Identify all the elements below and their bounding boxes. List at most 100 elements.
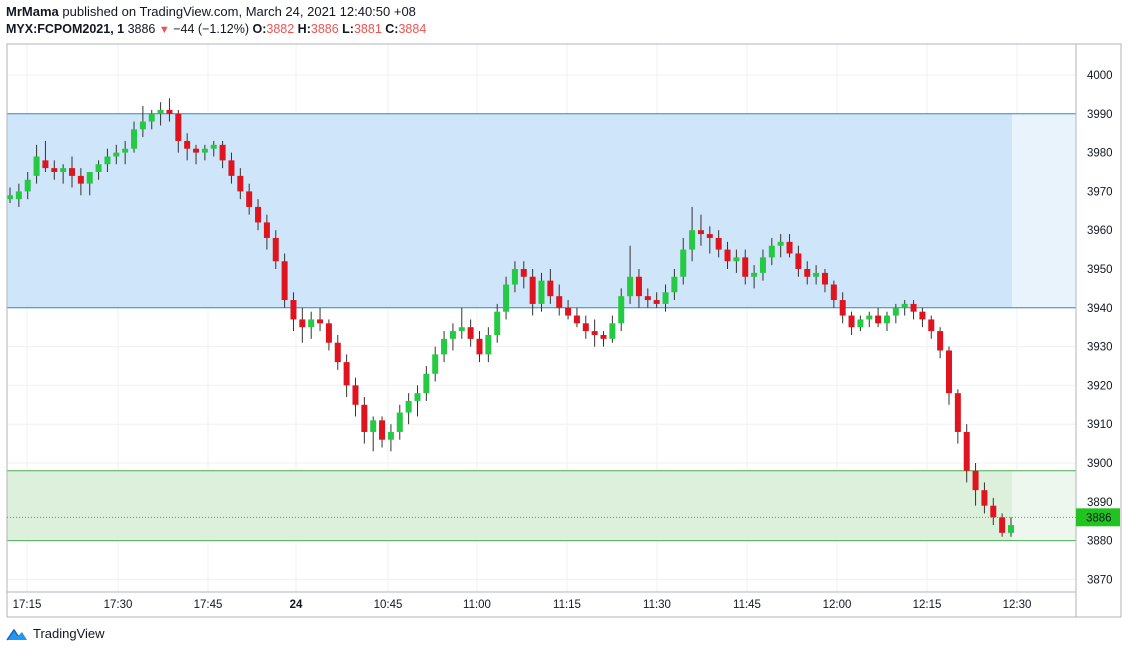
candle-body <box>804 269 811 277</box>
high-value: 3886 <box>310 22 339 36</box>
candle-body <box>972 470 979 491</box>
x-tick-label: 11:45 <box>733 599 761 611</box>
candle-body <box>742 257 749 277</box>
support-zone <box>7 470 1012 541</box>
candle <box>582 315 589 339</box>
candle <box>228 152 235 184</box>
candle <box>892 303 899 324</box>
last-price-tag <box>1076 508 1120 527</box>
candle <box>866 311 873 328</box>
y-tick-label: 3890 <box>1087 497 1113 509</box>
candle-body <box>573 315 580 324</box>
candle-body <box>476 338 483 355</box>
candle-body <box>467 327 474 339</box>
candle-body <box>937 331 944 351</box>
candle-body <box>405 400 412 413</box>
candle <box>511 261 518 293</box>
candle <box>999 513 1006 537</box>
x-tick-label: 17:30 <box>104 599 133 611</box>
candle-body <box>759 257 766 273</box>
candle-body <box>494 311 501 335</box>
candle <box>396 404 403 440</box>
candle <box>591 319 598 347</box>
candle <box>485 327 492 363</box>
candle <box>494 303 501 343</box>
author-name[interactable]: MrMama <box>6 4 59 19</box>
candle <box>157 102 164 126</box>
candle-body <box>95 164 102 172</box>
candle <box>706 226 713 254</box>
candle <box>33 144 40 184</box>
candle <box>60 164 67 184</box>
candle-body <box>370 420 377 432</box>
candle-body <box>334 342 341 363</box>
candle-body <box>387 431 394 440</box>
candle-body <box>290 300 297 320</box>
footer-brand[interactable]: TradingView <box>6 626 105 641</box>
candle <box>830 280 837 308</box>
candle <box>990 497 997 526</box>
candle-body <box>653 300 660 304</box>
candle <box>95 160 102 180</box>
candle-body <box>963 431 970 471</box>
candle-body <box>786 241 793 254</box>
candle-body <box>724 249 731 262</box>
candle <box>839 292 846 324</box>
candle-body <box>201 148 208 153</box>
candle <box>148 109 155 130</box>
candle-body <box>86 172 93 184</box>
candle-body <box>113 152 120 157</box>
candle <box>184 133 191 161</box>
candle <box>334 334 341 370</box>
symbol-name[interactable]: MYX:FCPOM2021, 1 <box>6 22 125 36</box>
candle <box>795 245 802 277</box>
candle-body <box>999 517 1006 533</box>
candle <box>627 245 634 304</box>
candle-body <box>706 234 713 238</box>
candle-body <box>848 315 855 328</box>
candle-body <box>237 175 244 192</box>
candle <box>219 140 226 169</box>
y-tick-label: 3970 <box>1087 186 1113 198</box>
candle-body <box>148 113 155 122</box>
candle <box>476 331 483 363</box>
candle-body <box>317 319 324 324</box>
low-label: L: <box>342 22 354 36</box>
candle <box>458 307 465 339</box>
candle <box>131 121 138 153</box>
candle <box>653 292 660 308</box>
candle-body <box>131 129 138 149</box>
candle-body <box>751 272 758 277</box>
y-tick-label: 3960 <box>1087 225 1113 237</box>
candle <box>644 288 651 308</box>
candle <box>600 331 607 347</box>
candle-body <box>7 195 13 200</box>
candle-body <box>795 253 802 269</box>
y-tick-label: 3910 <box>1087 419 1113 431</box>
candle <box>449 323 456 351</box>
open-label: O: <box>252 22 267 36</box>
candle <box>1008 517 1014 537</box>
candle-body <box>157 109 164 114</box>
candle-body <box>51 168 58 172</box>
candle <box>547 269 554 304</box>
candle <box>777 234 784 258</box>
candle-body <box>511 269 518 285</box>
candle <box>565 300 572 320</box>
candle <box>901 300 908 316</box>
candle-body <box>768 245 775 258</box>
y-tick-label: 3940 <box>1087 303 1113 315</box>
candle-body <box>671 276 678 293</box>
candle <box>556 284 563 316</box>
candle <box>680 237 687 285</box>
candle <box>299 307 306 343</box>
candle-body <box>343 362 350 386</box>
axes: 4000 3990 3980 3970 3960 3950 3940 3930 3920 3910… <box>6 43 1122 618</box>
x-tick-label: 11:15 <box>553 599 581 611</box>
candle <box>715 230 722 258</box>
candle-body <box>680 249 687 277</box>
support-zone-projection <box>1012 470 1076 541</box>
candle-body <box>1008 525 1014 533</box>
y-tick-label: 4000 <box>1087 70 1113 82</box>
